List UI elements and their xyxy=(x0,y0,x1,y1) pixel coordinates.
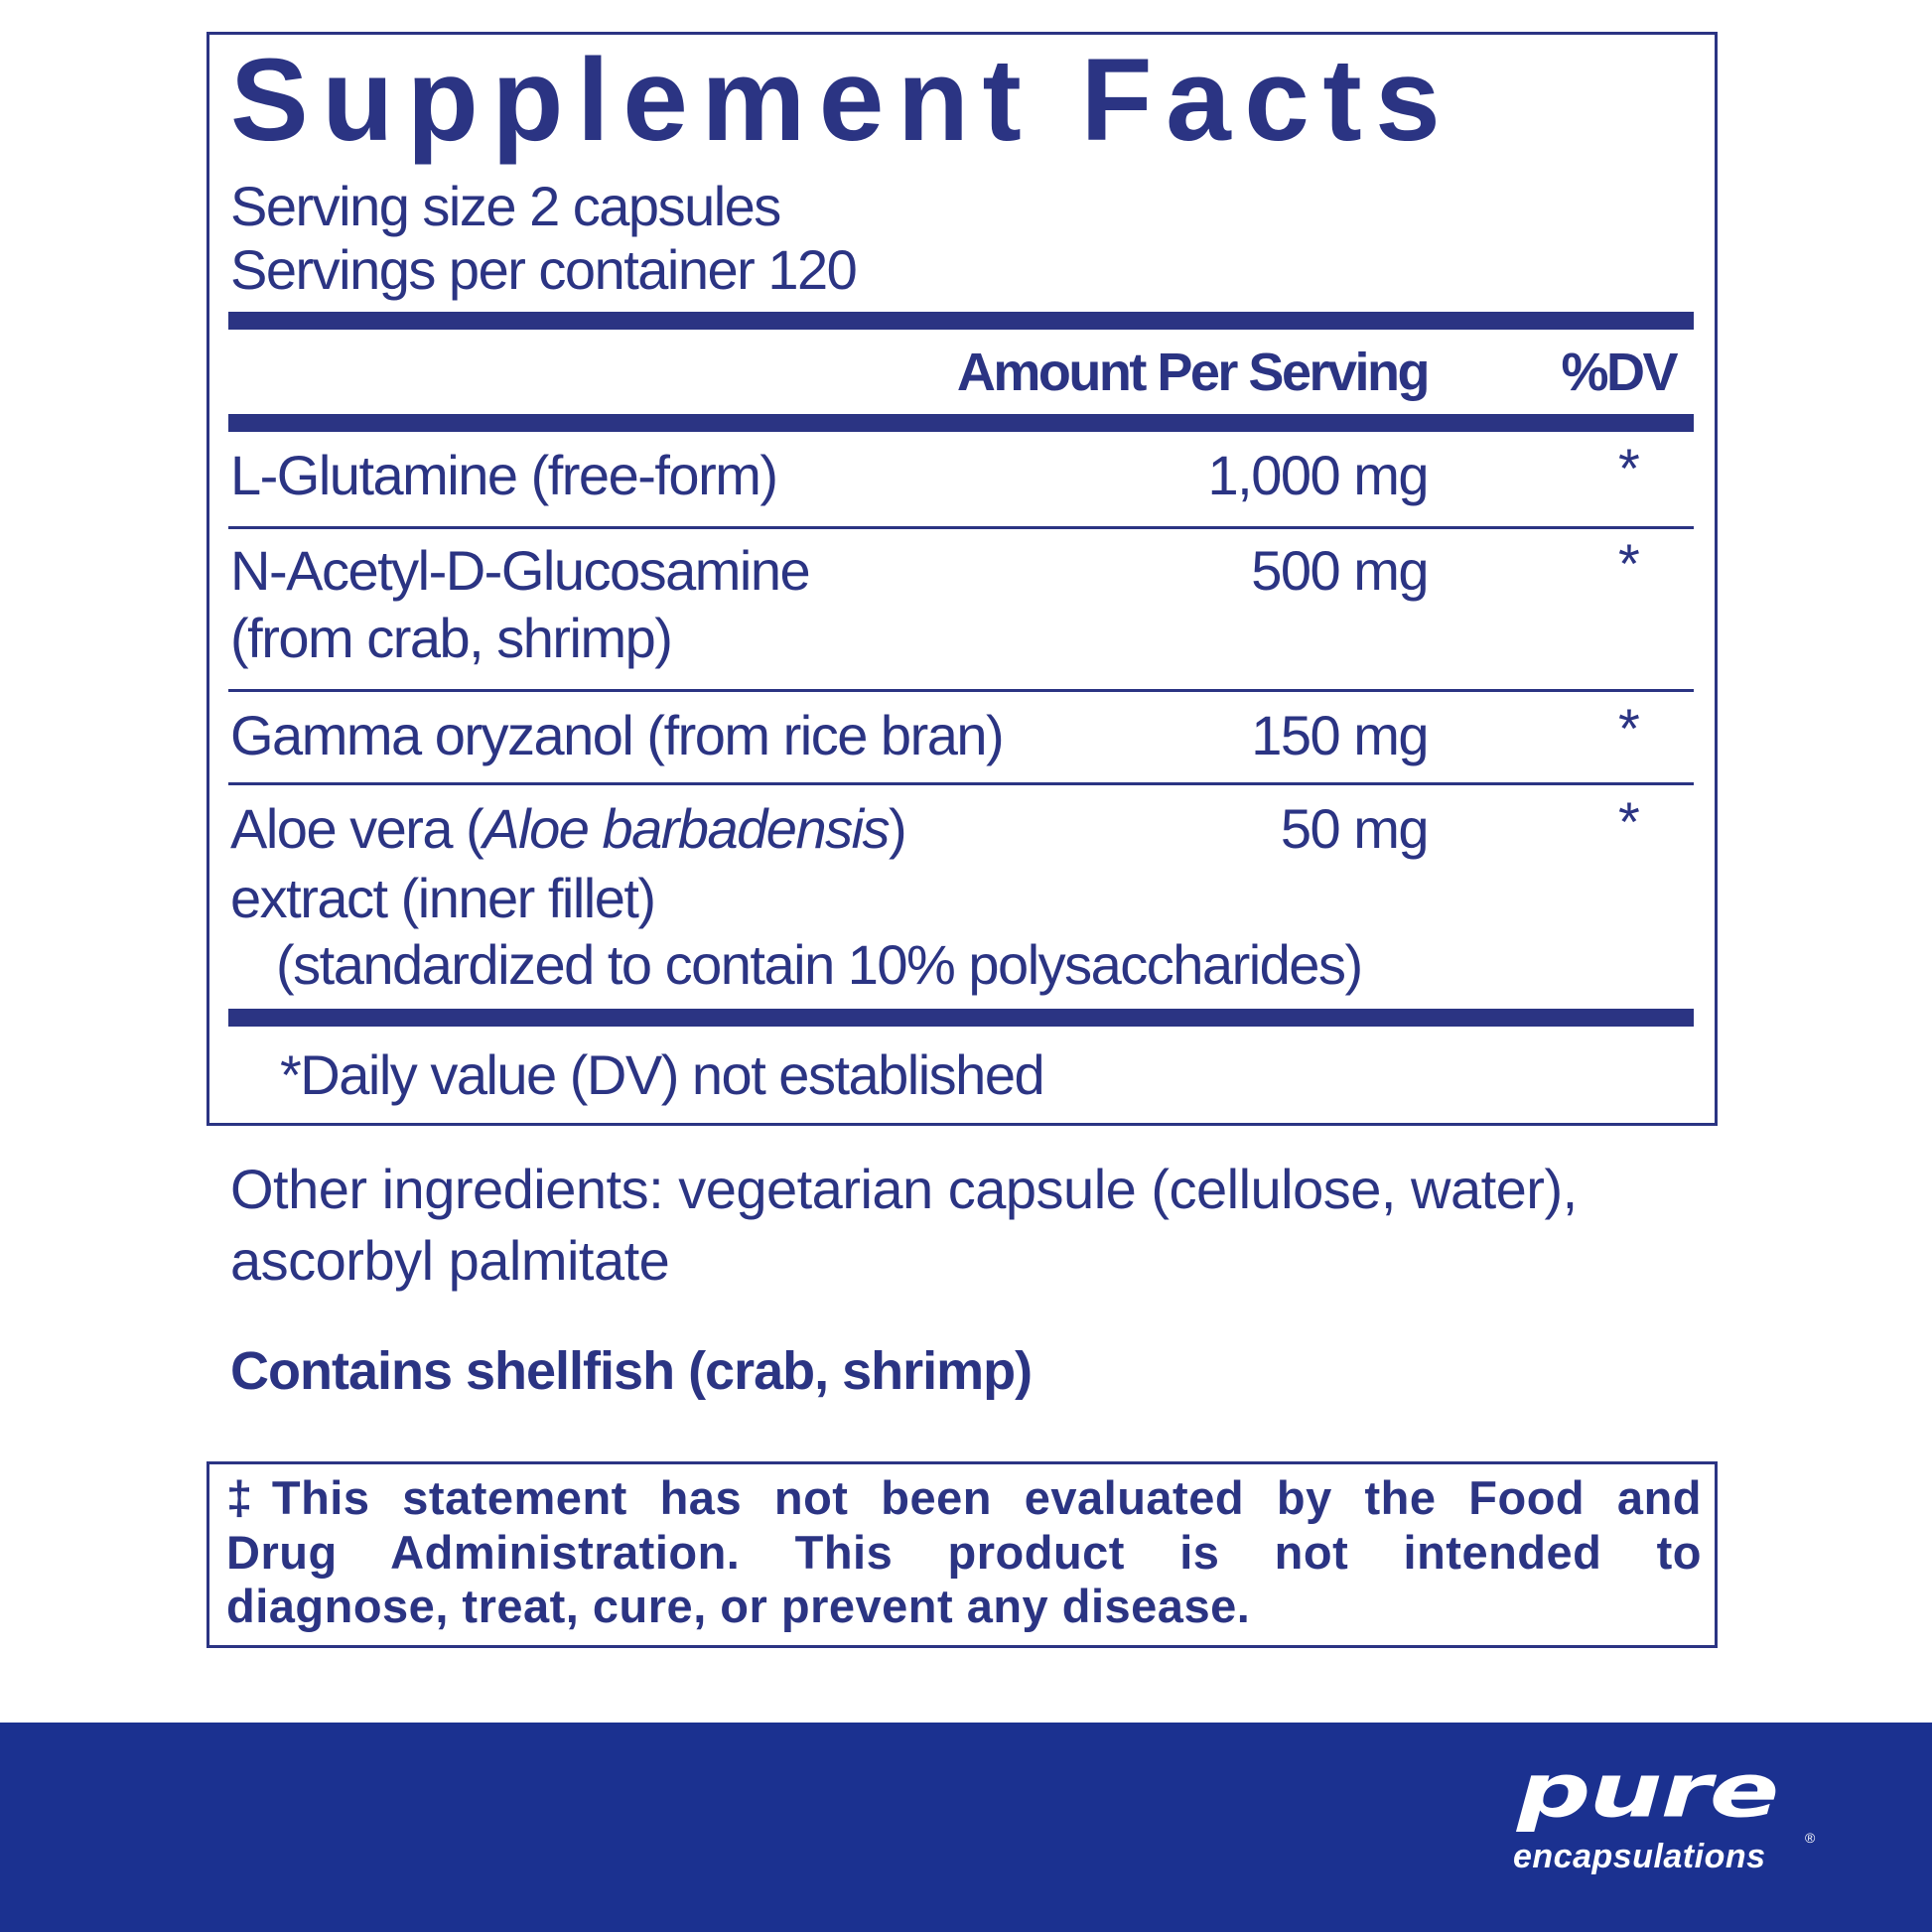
servings-per-container: Servings per container 120 xyxy=(230,238,858,301)
allergen-statement: Contains shellfish (crab, shrimp) xyxy=(230,1341,1033,1401)
divider-thin xyxy=(228,526,1694,529)
brand-logo-sub: encapsulations xyxy=(1513,1838,1766,1875)
disclaimer-line: ‡This statement has not been evaluated b… xyxy=(226,1471,1702,1524)
divider-thin xyxy=(228,782,1694,785)
brand-logo: pure xyxy=(1517,1746,1779,1835)
divider-thick xyxy=(228,1009,1694,1027)
name-italic: Aloe barbadensis xyxy=(483,797,890,860)
other-ingredients: Other ingredients: vegetarian capsule (c… xyxy=(230,1158,1578,1220)
ingredient-amount: 50 mg xyxy=(1280,797,1430,860)
ingredient-dv: * xyxy=(1618,532,1640,595)
ingredient-name: Gamma oryzanol (from rice bran) xyxy=(230,704,1005,766)
name-suffix: ) xyxy=(889,797,907,860)
brand-footer xyxy=(0,1723,1932,1932)
ingredient-amount: 500 mg xyxy=(1251,539,1429,602)
ingredient-dv: * xyxy=(1618,437,1640,499)
dv-footnote: *Daily value (DV) not established xyxy=(280,1043,1045,1106)
fda-disclaimer-box xyxy=(207,1461,1718,1648)
disclaimer-line: diagnose, treat, cure, or prevent any di… xyxy=(226,1580,1251,1632)
divider-thick xyxy=(228,312,1694,330)
supplement-facts-panel xyxy=(207,32,1718,1126)
name-prefix: Aloe vera ( xyxy=(230,797,484,860)
ingredient-name: N-Acetyl-D-Glucosamine xyxy=(230,539,811,602)
ingredient-name: L-Glutamine (free-form) xyxy=(230,444,778,506)
ingredient-name-line3: (standardized to contain 10% polysacchar… xyxy=(276,933,1363,996)
ingredient-amount: 150 mg xyxy=(1251,704,1429,766)
ingredient-dv: * xyxy=(1618,697,1640,759)
ingredient-dv: * xyxy=(1618,790,1640,853)
ingredient-amount: 1,000 mg xyxy=(1207,444,1430,506)
other-ingredients-line2: ascorbyl palmitate xyxy=(230,1229,670,1292)
ingredient-name-line2: extract (inner fillet) xyxy=(230,867,656,929)
header-dv: %DV xyxy=(1561,343,1678,402)
header-amount-per-serving: Amount Per Serving xyxy=(956,343,1431,402)
divider-thin xyxy=(228,689,1694,692)
disclaimer-line: Drug Administration. This product is not… xyxy=(226,1526,1702,1579)
panel-title: Supplement Facts xyxy=(230,35,1454,166)
ingredient-name-line2: (from crab, shrimp) xyxy=(230,607,673,669)
divider-thick xyxy=(228,414,1694,432)
registered-mark: ® xyxy=(1805,1830,1816,1846)
serving-size: Serving size 2 capsules xyxy=(230,175,781,237)
ingredient-name: Aloe vera (Aloe barbadensis) xyxy=(230,797,907,861)
